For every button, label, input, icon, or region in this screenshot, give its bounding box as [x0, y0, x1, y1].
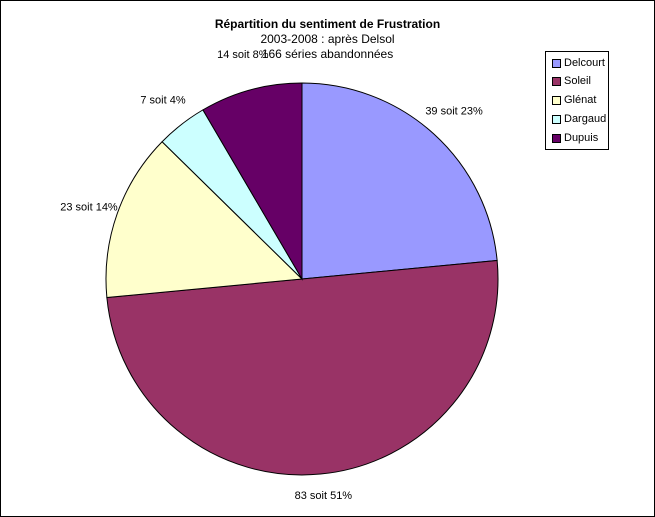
legend-swatch-glenat	[552, 96, 561, 105]
title-block: Répartition du sentiment de Frustration …	[1, 17, 654, 62]
data-label-delcourt: 39 soit 23%	[425, 106, 483, 118]
pie-slice-delcourt	[301, 82, 498, 280]
chart-subtitle-line-1: 2003-2008 : après Delsol	[260, 32, 395, 46]
legend-swatch-dargaud	[552, 115, 561, 124]
pie-slice-glenat	[105, 141, 304, 299]
data-label-glenat: 23 soit 14%	[60, 201, 118, 213]
legend-swatch-dupuis	[552, 134, 561, 143]
legend-label-dupuis: Dupuis	[564, 132, 599, 144]
data-label-soleil: 83 soit 51%	[295, 490, 353, 502]
legend-label-dargaud: Dargaud	[564, 113, 607, 125]
data-label-dupuis: 14 soit 8%	[217, 49, 269, 61]
legend-label-soleil: Soleil	[564, 75, 591, 87]
chart-title: Répartition du sentiment de Frustration	[214, 17, 441, 31]
pie-slice-dupuis	[202, 82, 303, 281]
legend-label-glenat: Glénat	[564, 94, 597, 106]
legend-swatch-soleil	[552, 77, 561, 86]
chart-subtitle-line-2: 166 séries abandonnées	[261, 47, 394, 61]
pie-slice-soleil	[106, 259, 499, 476]
legend: Delcourt Soleil Glénat Dargaud Dupuis	[545, 51, 609, 150]
data-label-dargaud: 7 soit 4%	[140, 95, 185, 107]
legend-swatch-delcourt	[552, 59, 561, 68]
legend-label-delcourt: Delcourt	[564, 57, 605, 69]
